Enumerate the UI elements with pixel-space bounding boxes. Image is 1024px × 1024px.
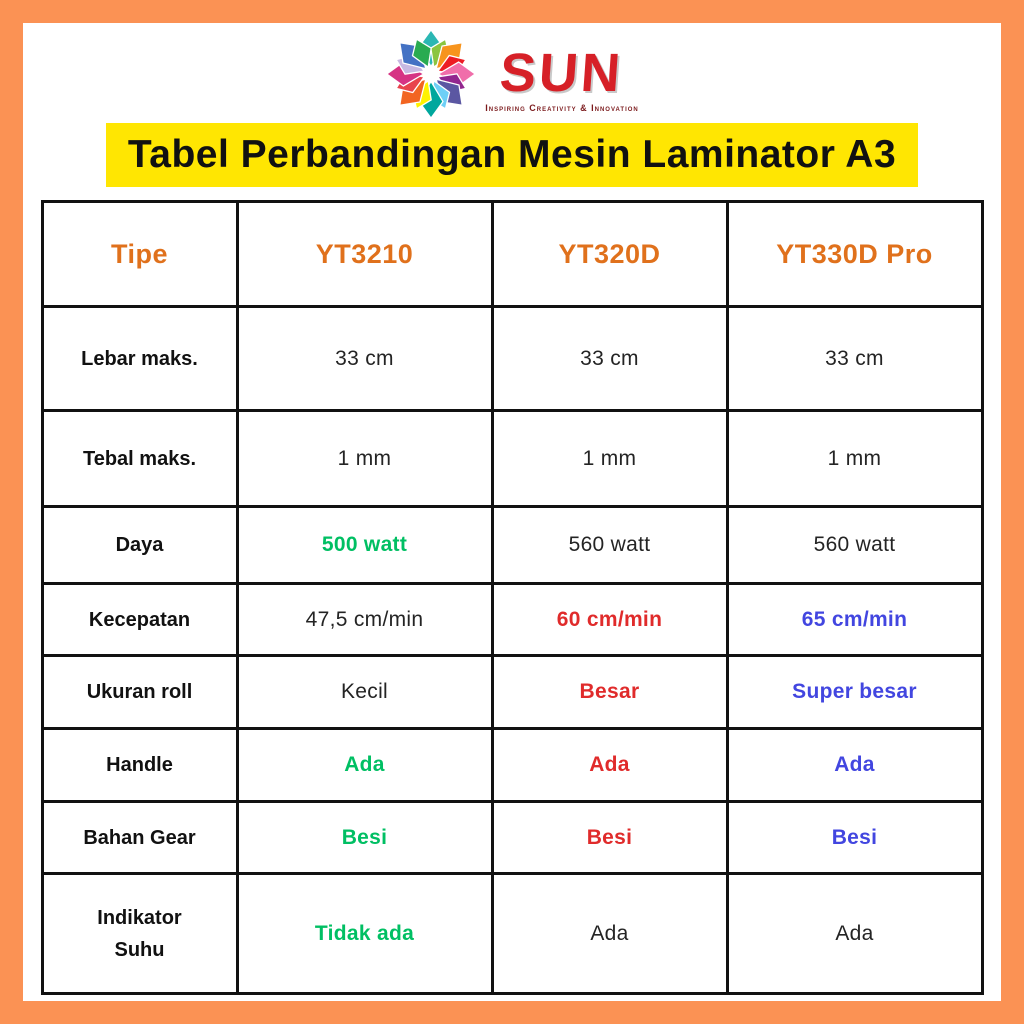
table-row: Tebal maks. 1 mm 1 mm 1 mm	[40, 409, 984, 508]
value-cell: Tidak ada	[235, 872, 494, 995]
value-cell: Besi	[725, 800, 984, 875]
table-row: Indikator Suhu Tidak ada Ada Ada	[40, 872, 984, 995]
column-header-yt320d: YT320D	[490, 200, 729, 308]
row-label: Lebar maks.	[40, 305, 239, 412]
sun-logo-pinwheel-icon	[385, 28, 477, 120]
value-cell: 500 watt	[235, 505, 494, 585]
value-cell: Ada	[490, 727, 729, 803]
value-cell: Ada	[490, 872, 729, 995]
comparison-table: Tipe YT3210 YT320D YT330D Pro Lebar maks…	[40, 200, 984, 995]
value-cell: Besi	[235, 800, 494, 875]
value-cell: 1 mm	[235, 409, 494, 508]
value-cell: Kecil	[235, 654, 494, 730]
value-cell: 33 cm	[235, 305, 494, 412]
value-cell: 65 cm/min	[725, 582, 984, 657]
value-cell: 560 watt	[725, 505, 984, 585]
sun-logo-text: SUN Inspiring Creativity & Innovation	[485, 42, 639, 113]
value-cell: 1 mm	[725, 409, 984, 508]
row-label: Daya	[40, 505, 239, 585]
value-cell: Besi	[490, 800, 729, 875]
row-label: Handle	[40, 727, 239, 803]
row-label: Ukuran roll	[40, 654, 239, 730]
page-title: Tabel Perbandingan Mesin Laminator A3	[127, 133, 897, 176]
table-row: Ukuran roll Kecil Besar Super besar	[40, 654, 984, 730]
row-label: Kecepatan	[40, 582, 239, 657]
table-row: Daya 500 watt 560 watt 560 watt	[40, 505, 984, 585]
sun-logo-brand: SUN	[498, 42, 626, 103]
table-row: Handle Ada Ada Ada	[40, 727, 984, 803]
row-label: Tebal maks.	[40, 409, 239, 508]
value-cell: 60 cm/min	[490, 582, 729, 657]
row-label: Bahan Gear	[40, 800, 239, 875]
value-cell: 33 cm	[725, 305, 984, 412]
column-header-tipe: Tipe	[40, 200, 239, 308]
sun-logo-tagline: Inspiring Creativity & Innovation	[485, 102, 639, 113]
table-row: Kecepatan 47,5 cm/min 60 cm/min 65 cm/min	[40, 582, 984, 657]
value-cell: Ada	[725, 872, 984, 995]
value-cell: 33 cm	[490, 305, 729, 412]
value-cell: Ada	[235, 727, 494, 803]
column-header-yt330d-pro: YT330D Pro	[725, 200, 984, 308]
row-label: Indikator Suhu	[40, 872, 239, 995]
column-header-yt3210: YT3210	[235, 200, 494, 308]
value-cell: 47,5 cm/min	[235, 582, 494, 657]
table-row: Bahan Gear Besi Besi Besi	[40, 800, 984, 875]
sun-logo: SUN Inspiring Creativity & Innovation	[385, 27, 639, 121]
value-cell: Ada	[725, 727, 984, 803]
table-header-row: Tipe YT3210 YT320D YT330D Pro	[40, 200, 984, 308]
pinwheel-petal	[412, 38, 433, 69]
title-band: Tabel Perbandingan Mesin Laminator A3	[106, 123, 918, 187]
value-cell: Super besar	[725, 654, 984, 730]
value-cell: 1 mm	[490, 409, 729, 508]
value-cell: Besar	[490, 654, 729, 730]
table-row: Lebar maks. 33 cm 33 cm 33 cm	[40, 305, 984, 412]
value-cell: 560 watt	[490, 505, 729, 585]
